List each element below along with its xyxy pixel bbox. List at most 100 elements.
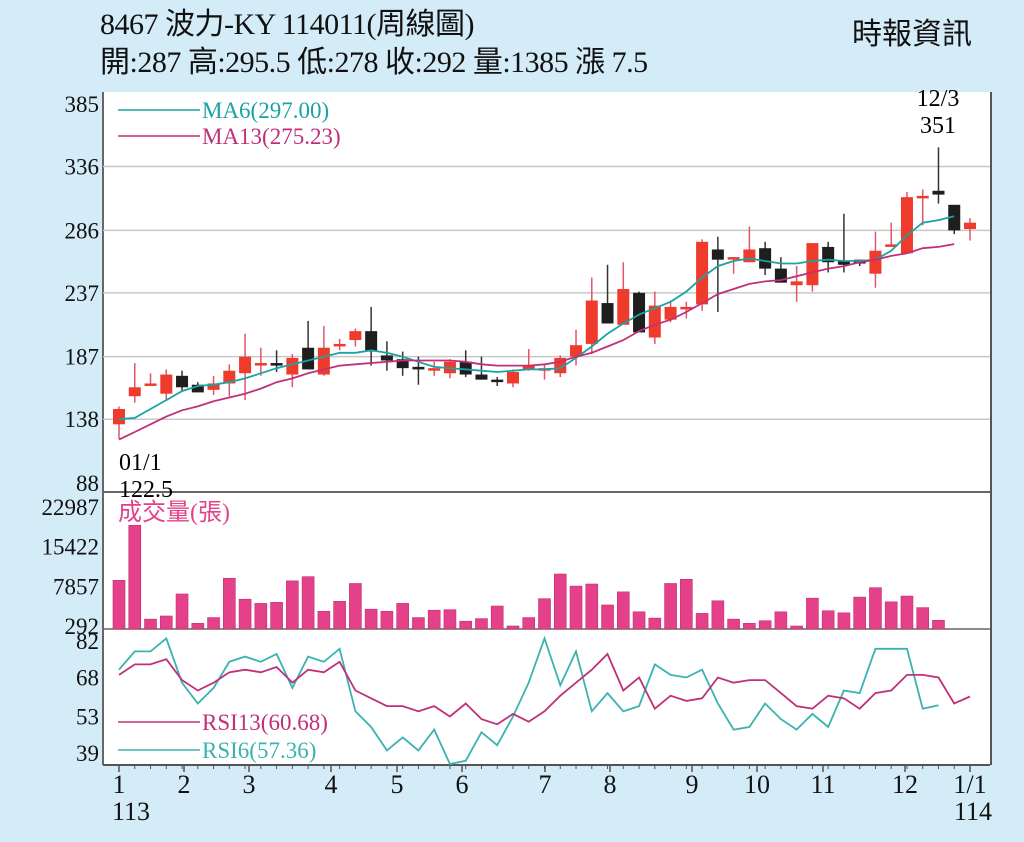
candle-down xyxy=(270,363,283,366)
month-label: 1/1 xyxy=(953,770,986,799)
volume-bar xyxy=(443,609,457,630)
volume-tick-label: 292 xyxy=(65,614,100,639)
candle-down xyxy=(932,190,945,195)
candle-down xyxy=(191,384,204,393)
candle-up xyxy=(916,195,929,199)
candle-up xyxy=(239,356,252,374)
data-source: 時報資訊 xyxy=(852,18,972,51)
ma6-legend: MA6(297.00) xyxy=(202,98,329,123)
volume-bar xyxy=(853,596,866,630)
rsi6-legend: RSI6(57.36) xyxy=(202,738,316,763)
volume-bar xyxy=(601,604,614,630)
rsi6-line xyxy=(118,635,939,766)
candle-up xyxy=(506,371,519,384)
ma6-line xyxy=(118,215,955,421)
candle-up xyxy=(648,305,661,338)
candle-down xyxy=(491,379,504,383)
volume-title: 成交量(張) xyxy=(118,499,230,526)
price-tick-label: 88 xyxy=(76,471,99,496)
volume-tick-label: 22987 xyxy=(42,495,100,520)
high-value-annotation: 351 xyxy=(920,113,956,139)
volume-bar xyxy=(837,612,851,630)
candle-up xyxy=(570,345,583,357)
candle-down xyxy=(633,292,646,333)
rsi13-line xyxy=(118,652,971,726)
candle-down xyxy=(822,246,835,263)
volume-bar xyxy=(159,615,173,630)
volume-bar xyxy=(648,617,662,630)
ohlc-summary: 開:287 高:295.5 低:278 收:292 量:1385 漲 7.5 xyxy=(100,46,648,79)
candle-up xyxy=(207,383,220,390)
volume-bar xyxy=(223,577,236,630)
price-tick-label: 138 xyxy=(65,407,100,432)
month-label: 11 xyxy=(810,770,835,799)
price-tick-label: 336 xyxy=(65,155,100,180)
month-label: 12 xyxy=(892,770,918,799)
volume-tick-label: 7857 xyxy=(53,574,99,599)
right-border xyxy=(990,92,992,765)
volume-bar xyxy=(869,587,882,630)
volume-bar xyxy=(632,611,646,630)
volume-bar xyxy=(538,598,551,630)
candle-up xyxy=(790,281,803,286)
candle-up xyxy=(286,357,299,375)
candle-up xyxy=(144,383,157,386)
candle-down xyxy=(176,375,189,388)
volume-bar xyxy=(758,620,772,630)
plot-area xyxy=(103,92,990,765)
volume-bar xyxy=(317,610,331,630)
candle-up xyxy=(113,408,125,425)
candle-up xyxy=(349,331,362,341)
candle-up xyxy=(522,365,535,370)
candle-down xyxy=(475,374,488,380)
rsi13-legend: RSI13(60.68) xyxy=(202,710,328,735)
candle-down xyxy=(459,361,472,375)
month-label: 7 xyxy=(539,770,552,799)
volume-bar xyxy=(790,625,803,630)
volume-bar xyxy=(475,618,488,630)
month-label: 8 xyxy=(604,770,617,799)
candle-up xyxy=(333,343,346,347)
volume-bar xyxy=(144,618,157,630)
volume-bar xyxy=(695,613,709,630)
volume-tick-label: 15422 xyxy=(42,535,100,560)
candle-up xyxy=(869,250,882,274)
price-tick-label: 286 xyxy=(65,218,100,243)
month-label: 3 xyxy=(243,770,256,799)
candle-down xyxy=(396,359,409,369)
low-date-annotation: 01/1 xyxy=(119,450,162,476)
volume-bar xyxy=(522,617,536,630)
volume-bar xyxy=(238,598,252,630)
chart-title: 8467 波力-KY 114011(周線圖) xyxy=(100,8,474,41)
volume-bar xyxy=(506,625,520,630)
month-label: 4 xyxy=(325,770,338,799)
volume-bar xyxy=(743,623,756,630)
candle-down xyxy=(302,347,315,370)
year-start-label: 113 xyxy=(112,797,150,826)
month-label: 1 xyxy=(113,770,126,799)
month-label: 9 xyxy=(686,770,699,799)
price-tick-label: 385 xyxy=(65,92,100,117)
volume-bar xyxy=(112,580,126,630)
rsi-tick-label: 39 xyxy=(76,741,99,766)
price-tick-label: 237 xyxy=(65,281,100,306)
volume-bar xyxy=(207,617,220,630)
candle-down xyxy=(601,303,614,324)
volume-bar xyxy=(128,524,142,630)
volume-bar xyxy=(254,603,268,630)
volume-bar xyxy=(396,603,409,630)
volume-bar xyxy=(585,583,599,630)
volume-bar xyxy=(806,597,819,630)
candle-up xyxy=(585,300,598,344)
volume-bar xyxy=(301,576,315,630)
candle-up xyxy=(617,289,630,325)
candle-down xyxy=(365,331,378,352)
candle-up xyxy=(696,241,709,305)
candle-up xyxy=(806,243,819,286)
volume-bar xyxy=(364,608,378,630)
volume-bar xyxy=(774,611,788,630)
candle-up xyxy=(254,363,267,366)
candle-up xyxy=(160,374,173,394)
volume-bar xyxy=(932,619,945,630)
candle-up xyxy=(885,244,898,247)
